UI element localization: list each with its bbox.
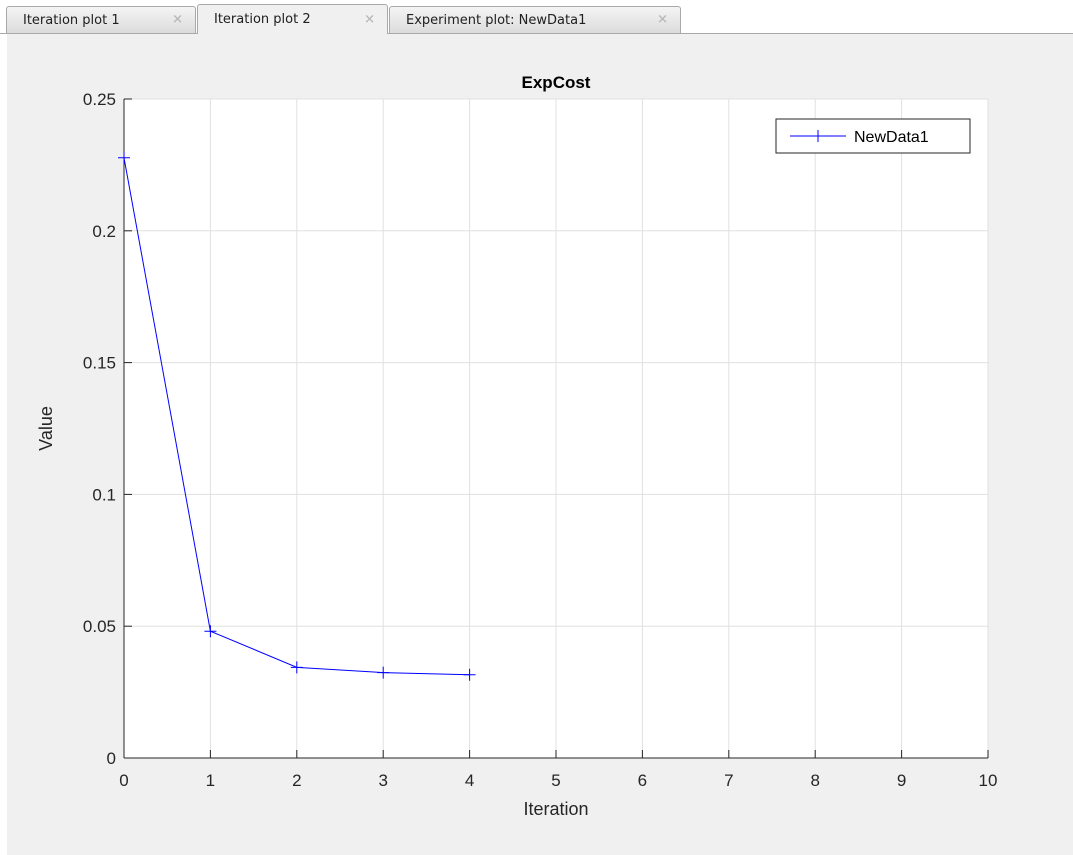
x-tick-label: 3 — [378, 771, 387, 790]
legend-label: NewData1 — [854, 129, 929, 146]
y-tick-label: 0.2 — [92, 222, 116, 241]
x-tick-label: 8 — [810, 771, 819, 790]
tab-label: Experiment plot: NewData1 — [406, 12, 587, 28]
tab-experiment-plot-newdata1[interactable]: Experiment plot: NewData1 ✕ — [389, 6, 681, 33]
close-icon[interactable]: ✕ — [657, 12, 668, 28]
tab-iteration-plot-1[interactable]: Iteration plot 1 ✕ — [6, 6, 196, 33]
tab-bar: Iteration plot 1 ✕ Iteration plot 2 ✕ Ex… — [0, 0, 1073, 34]
data-point — [204, 625, 217, 638]
y-tick-label: 0.15 — [83, 354, 116, 373]
close-icon[interactable]: ✕ — [364, 12, 375, 27]
chart-title: ExpCost — [522, 73, 591, 92]
y-tick-label: 0 — [107, 749, 116, 768]
chart: 0 1 2 3 4 5 6 7 8 9 10 0 0.05 0.1 0.15 0.2 0.25 ExpCost It… — [36, 73, 998, 819]
x-tick-label: 1 — [206, 771, 215, 790]
x-axis-label: Iteration — [523, 799, 588, 819]
x-tick-label: 4 — [465, 771, 474, 790]
x-tick-label: 5 — [551, 771, 560, 790]
close-icon[interactable]: ✕ — [172, 12, 183, 28]
x-tick-label: 0 — [119, 771, 128, 790]
legend-marker — [812, 130, 824, 142]
x-tick-label: 6 — [638, 771, 647, 790]
tab-label: Iteration plot 2 — [214, 12, 311, 27]
x-tick-label: 10 — [979, 771, 998, 790]
y-tick-label: 0.05 — [83, 617, 116, 636]
tab-label: Iteration plot 1 — [23, 12, 120, 28]
y-tick-label: 0.1 — [92, 485, 116, 504]
figure-panel: 0 1 2 3 4 5 6 7 8 9 10 0 0.05 0.1 0.15 0.2 0.25 ExpCost It… — [7, 34, 1073, 855]
y-tick-label: 0.25 — [83, 90, 116, 109]
x-tick-label: 2 — [292, 771, 301, 790]
data-point — [290, 661, 303, 674]
x-tick-label: 7 — [724, 771, 733, 790]
y-axis-label: Value — [36, 406, 56, 451]
x-tick-label: 9 — [897, 771, 906, 790]
data-point — [377, 666, 390, 679]
data-point — [118, 151, 130, 164]
data-point — [463, 668, 476, 681]
tab-iteration-plot-2[interactable]: Iteration plot 2 ✕ — [197, 4, 388, 34]
tab-bar-divider — [0, 33, 1073, 34]
